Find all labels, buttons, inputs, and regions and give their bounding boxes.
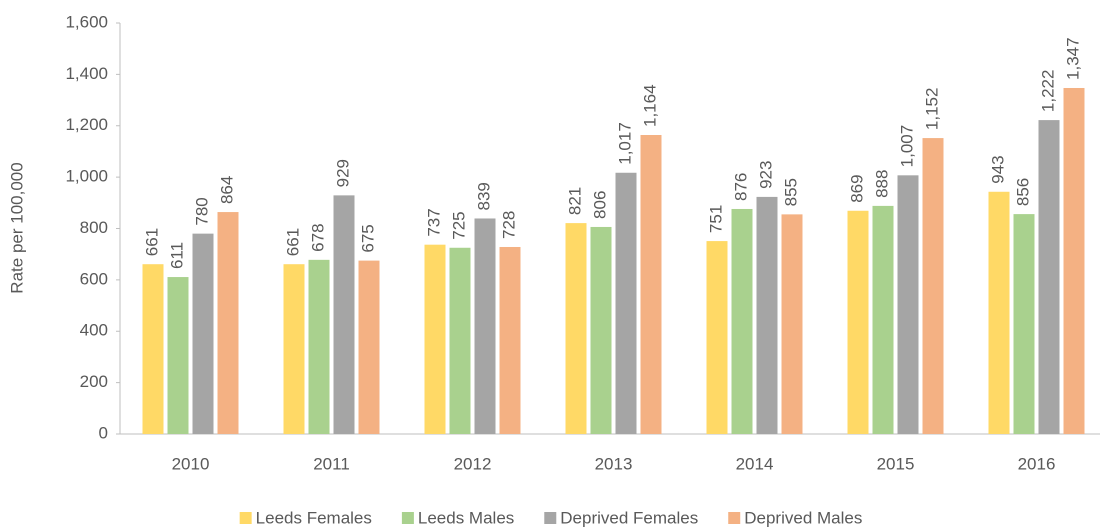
bar: [731, 208, 753, 434]
bar: [872, 205, 894, 434]
value-label: 806: [590, 191, 609, 219]
value-label: 888: [872, 170, 891, 198]
x-tick-label: 2015: [877, 454, 915, 473]
value-label: 864: [217, 176, 236, 204]
bar: [424, 244, 446, 434]
value-label: 1,164: [640, 84, 659, 127]
value-label: 1,152: [922, 88, 941, 131]
value-label: 725: [449, 211, 468, 239]
value-label: 728: [499, 211, 518, 239]
legend-label: Leeds Males: [418, 508, 514, 527]
value-label: 923: [756, 161, 775, 189]
legend-label: Deprived Males: [744, 508, 862, 527]
bar: [333, 195, 355, 434]
bar: [615, 172, 637, 434]
value-label: 661: [283, 228, 302, 256]
x-tick-label: 2011: [313, 454, 350, 473]
bar: [358, 260, 380, 434]
bar: [756, 196, 778, 434]
value-label: 855: [781, 178, 800, 206]
bar: [167, 277, 189, 434]
x-tick-label: 2010: [172, 454, 210, 473]
value-label: 1,347: [1063, 37, 1082, 80]
value-label: 737: [424, 208, 443, 236]
x-tick-label: 2012: [454, 454, 492, 473]
y-tick-label: 1,200: [65, 115, 108, 134]
value-label: 1,017: [615, 122, 634, 165]
value-label: 678: [308, 223, 327, 251]
bar: [590, 226, 612, 434]
bar: [988, 191, 1010, 434]
bar: [142, 264, 164, 434]
bar: [308, 259, 330, 434]
y-tick-label: 800: [80, 218, 108, 237]
bar: [847, 210, 869, 434]
bar: [706, 241, 728, 434]
bar: [565, 223, 587, 434]
bar: [217, 212, 239, 434]
value-label: 929: [333, 159, 352, 187]
value-label: 821: [565, 187, 584, 215]
x-tick-label: 2016: [1018, 454, 1056, 473]
legend-label: Deprived Females: [560, 508, 698, 527]
y-tick-label: 1,600: [65, 12, 108, 31]
y-tick-label: 1,000: [65, 167, 108, 186]
y-tick-label: 1,400: [65, 64, 108, 83]
value-label: 856: [1013, 178, 1032, 206]
bar: [192, 233, 214, 434]
bar: [922, 138, 944, 434]
value-label: 751: [706, 205, 725, 233]
value-label: 943: [988, 155, 1007, 183]
value-label: 611: [167, 242, 186, 269]
bar: [283, 264, 305, 434]
bar: [474, 218, 496, 434]
value-label: 675: [358, 224, 377, 252]
legend-swatch: [728, 512, 741, 524]
bar: [640, 134, 662, 434]
bar: [499, 246, 521, 434]
y-axis-label: Rate per 100,000: [7, 162, 26, 293]
bar: [1063, 87, 1085, 434]
y-tick-label: 200: [80, 372, 108, 391]
legend-swatch: [544, 512, 557, 524]
legend-swatch: [239, 512, 252, 524]
bar: [1038, 120, 1060, 434]
value-label: 1,222: [1038, 70, 1057, 113]
value-label: 876: [731, 173, 750, 201]
value-label: 661: [142, 228, 161, 256]
x-tick-label: 2014: [736, 454, 774, 473]
y-tick-label: 600: [80, 269, 108, 288]
value-label: 839: [474, 182, 493, 210]
bar: [781, 214, 803, 434]
value-label: 780: [192, 197, 211, 225]
legend-label: Leeds Females: [256, 508, 372, 527]
bar: [449, 247, 471, 434]
bar: [897, 175, 919, 434]
legend-swatch: [401, 512, 414, 524]
x-tick-label: 2013: [595, 454, 633, 473]
value-label: 869: [847, 174, 866, 202]
value-label: 1,007: [897, 125, 916, 168]
y-tick-label: 400: [80, 321, 108, 340]
bar: [1013, 214, 1035, 434]
y-tick-label: 0: [99, 423, 108, 442]
